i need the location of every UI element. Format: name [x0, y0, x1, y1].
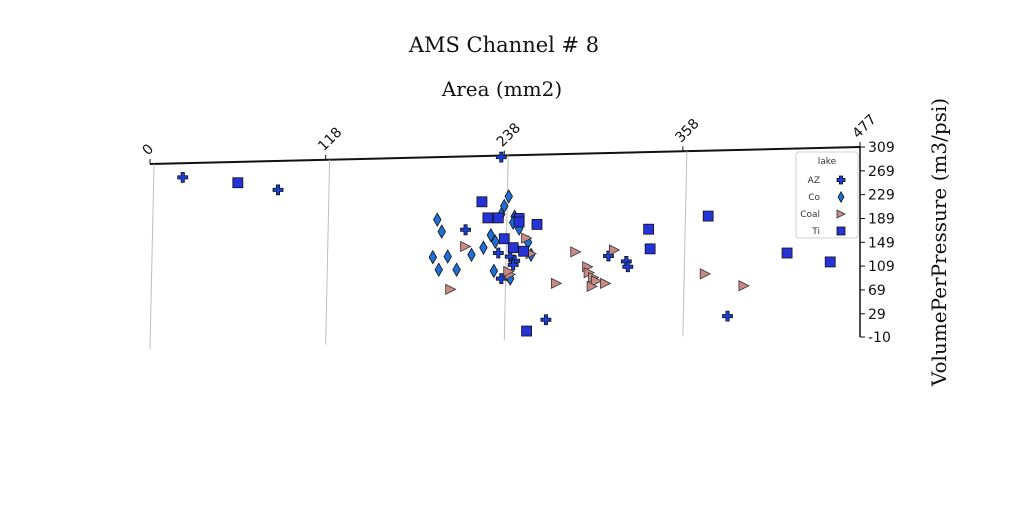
- x-grid-lines: [149, 151, 688, 350]
- point-ti: [521, 325, 532, 337]
- legend-label-co: Co: [808, 193, 820, 203]
- legend-label-ti: Ti: [811, 227, 820, 237]
- point-co: [434, 262, 443, 277]
- y-tick-label: 189: [868, 211, 895, 227]
- chart-title: AMS Channel # 8: [408, 33, 599, 57]
- point-ti: [702, 210, 714, 222]
- point-ti: [824, 256, 836, 268]
- point-az: [722, 310, 733, 322]
- legend-label-coal: Coal: [800, 210, 820, 220]
- point-co: [433, 212, 442, 227]
- point-co: [479, 240, 488, 255]
- point-az: [177, 171, 189, 183]
- x-tick-label: 477: [850, 112, 880, 142]
- y-axis-label: VolumePerPressure (m3/psi): [927, 98, 951, 387]
- point-coal: [460, 240, 472, 253]
- point-ti: [482, 212, 494, 224]
- legend-marker-az: [836, 175, 846, 185]
- point-ti: [513, 216, 525, 228]
- point-co: [437, 224, 446, 239]
- point-ti: [232, 177, 244, 189]
- point-co: [504, 189, 513, 204]
- y-tick-label: 229: [868, 188, 895, 204]
- x-tick-label: 0: [140, 141, 158, 159]
- legend-marker-coal: [836, 209, 846, 219]
- point-co: [486, 227, 496, 243]
- x-tick-label: 358: [672, 116, 702, 146]
- x-grid-line: [149, 163, 155, 350]
- y-tick-label: 269: [868, 164, 895, 180]
- y-tick-label: -10: [868, 330, 891, 346]
- point-az: [495, 151, 507, 163]
- point-coal: [570, 246, 582, 258]
- x-grid-line: [503, 155, 509, 341]
- y-tick-label: 109: [868, 259, 895, 275]
- legend-marker-co: [837, 190, 845, 204]
- point-coal: [586, 280, 598, 293]
- point-coal: [600, 277, 612, 290]
- point-co: [428, 249, 438, 265]
- legend: lake AZ Co Coal Ti: [795, 151, 859, 239]
- point-az: [540, 314, 552, 326]
- point-ti: [644, 243, 656, 255]
- point-co: [452, 262, 461, 277]
- x-tick-label: 118: [315, 124, 345, 154]
- y-tick-label: 29: [868, 307, 886, 323]
- point-coal: [521, 232, 533, 244]
- x-grid-line: [682, 151, 688, 337]
- point-az: [492, 247, 504, 259]
- y-tick-label: 149: [868, 235, 895, 251]
- point-az: [272, 184, 284, 196]
- y-tick-label: 69: [868, 283, 886, 299]
- point-coal: [445, 283, 457, 295]
- point-ti: [492, 212, 504, 224]
- point-ti: [498, 233, 510, 245]
- point-co: [500, 198, 509, 214]
- legend-label-az: AZ: [808, 176, 820, 186]
- x-grid-line: [325, 159, 331, 345]
- point-coal: [699, 268, 712, 280]
- point-coal: [738, 280, 750, 292]
- y-tick-labels: 309 269 229 189 149 109 69 29 -10: [860, 140, 895, 346]
- point-ti: [781, 247, 793, 259]
- point-ti: [476, 196, 488, 208]
- point-ti: [518, 245, 530, 257]
- legend-marker-ti: [836, 226, 846, 236]
- legend-title: lake: [818, 157, 837, 167]
- point-co: [467, 247, 476, 263]
- point-ti: [643, 223, 655, 235]
- point-az: [460, 224, 471, 236]
- point-ti: [531, 219, 543, 230]
- point-co: [443, 249, 452, 264]
- legend-box: [795, 151, 859, 239]
- point-az: [495, 273, 507, 285]
- point-az: [507, 259, 519, 271]
- point-coal: [503, 265, 515, 278]
- point-coal: [591, 275, 603, 287]
- point-coal: [609, 244, 621, 256]
- point-az: [603, 250, 614, 262]
- data-points: [177, 151, 836, 337]
- point-ti: [507, 242, 519, 254]
- x-tick-label: 238: [494, 120, 524, 150]
- point-coal: [550, 277, 563, 290]
- point-az: [622, 261, 634, 273]
- x-axis-label: Area (mm2): [441, 77, 562, 101]
- point-co: [489, 263, 499, 279]
- y-tick-label: 309: [868, 140, 895, 156]
- point-co: [491, 234, 500, 250]
